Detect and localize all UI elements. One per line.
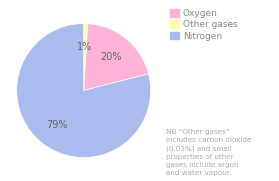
Text: 79%: 79% xyxy=(46,120,68,130)
Wedge shape xyxy=(84,24,88,90)
Wedge shape xyxy=(84,24,148,90)
Text: NB "Other gases"
includes carbon dioxide
(0.03%) and small
properties of other
g: NB "Other gases" includes carbon dioxide… xyxy=(166,129,251,176)
Text: 1%: 1% xyxy=(78,42,93,52)
Text: 20%: 20% xyxy=(101,52,122,62)
Wedge shape xyxy=(17,24,151,157)
Legend: Oxygen, Other gases, Nitrogen: Oxygen, Other gases, Nitrogen xyxy=(169,8,238,41)
